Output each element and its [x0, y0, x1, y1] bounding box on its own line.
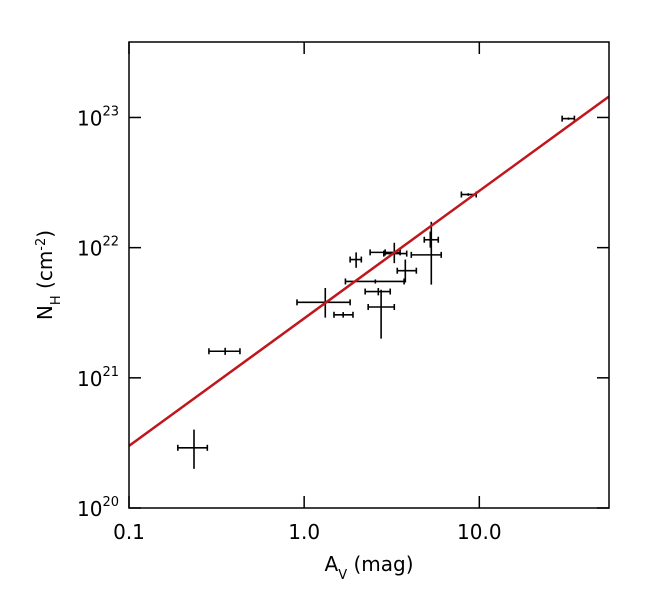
tick-base: 10	[77, 106, 102, 130]
x-tick-label: 0.1	[113, 520, 145, 544]
label-part: )	[33, 230, 57, 238]
label-subscript: V	[338, 568, 347, 583]
tick-exponent: 21	[102, 365, 119, 380]
tick-exponent: 23	[102, 104, 119, 119]
y-axis-label: NH (cm-2)	[33, 230, 64, 320]
x-tick-label: 1.0	[288, 520, 320, 544]
y-tick-label: 1020	[77, 495, 119, 521]
label-part: (mag)	[347, 552, 413, 576]
tick-base: 10	[77, 367, 102, 391]
fit-line	[128, 95, 610, 447]
plot-frame	[128, 41, 610, 509]
tick-exponent: 22	[102, 235, 119, 250]
y-tick-label: 1022	[77, 235, 119, 261]
label-part: A	[325, 552, 339, 576]
label-part: (cm	[33, 251, 57, 296]
tick-exponent: 20	[102, 495, 119, 510]
label-subscript: H	[49, 295, 64, 305]
y-tick-label: 1021	[77, 365, 119, 391]
tick-base: 10	[77, 237, 102, 261]
x-tick-label: 10.0	[457, 520, 502, 544]
label-part: N	[33, 305, 57, 320]
y-tick-label: 1023	[77, 104, 119, 130]
label-superscript: -2	[34, 238, 49, 251]
tick-base: 10	[77, 497, 102, 521]
x-axis-label: AV (mag)	[325, 552, 414, 583]
